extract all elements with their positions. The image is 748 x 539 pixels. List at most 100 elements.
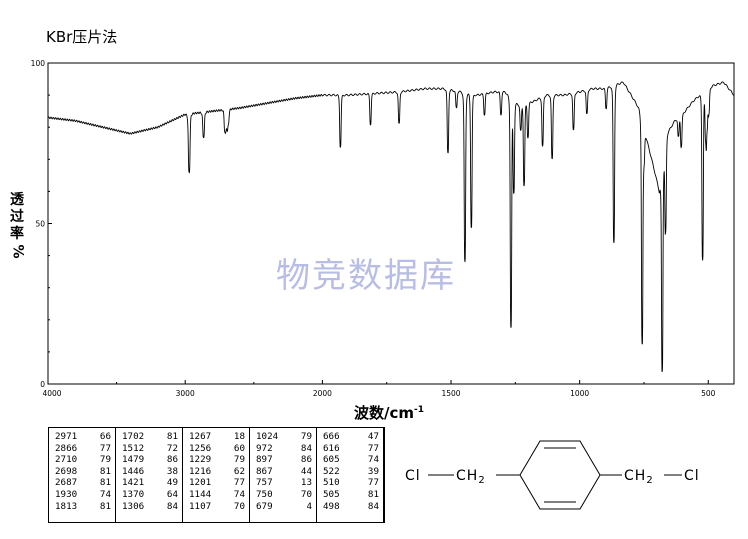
peak-transmittance: 49	[166, 477, 178, 489]
peak-wavenumber: 1702	[122, 431, 145, 442]
peak-wavenumber: 1512	[122, 442, 145, 454]
peak-transmittance: 86	[300, 454, 312, 466]
peak-transmittance: 38	[166, 465, 178, 477]
x-axis-label: 波数/cm-1	[354, 402, 424, 423]
y-tick-label: 0	[40, 380, 45, 389]
peak-column: 1024 79 972 84 897 86 867 44 757 13 750 70 679 4	[250, 428, 317, 522]
peak-row: 1201 77	[189, 477, 249, 489]
method-label: KBr压片法	[46, 28, 118, 46]
structure-right-cl: Cl	[684, 468, 700, 484]
peak-row: 1512 72	[122, 443, 182, 455]
peak-transmittance: 81	[166, 431, 178, 442]
y-axis-label-char: %	[9, 244, 26, 259]
peak-row: 2698 81	[55, 466, 115, 478]
x-tick-label: 1000	[570, 389, 589, 398]
benzene-ring	[519, 440, 601, 510]
y-axis-label-char: 透	[10, 192, 24, 208]
peak-transmittance: 18	[233, 431, 245, 442]
peak-wavenumber: 498	[323, 500, 340, 512]
peak-transmittance: 81	[99, 465, 111, 477]
peak-wavenumber: 897	[256, 454, 273, 466]
peak-transmittance: 13	[300, 477, 312, 489]
peak-wavenumber: 1370	[122, 488, 145, 500]
peak-row: 1024 79	[256, 431, 316, 443]
peak-transmittance: 62	[233, 465, 245, 477]
peak-transmittance: 66	[99, 431, 111, 442]
peak-row: 522 39	[323, 466, 383, 478]
peak-wavenumber: 2866	[55, 442, 78, 454]
peak-row: 616 77	[323, 443, 383, 455]
peak-wavenumber: 1421	[122, 477, 145, 489]
structure-right-ch2: CH2	[624, 468, 654, 486]
peak-wavenumber: 1256	[189, 442, 212, 454]
peak-row: 2971 66	[55, 431, 115, 443]
peak-wavenumber: 972	[256, 442, 273, 454]
peak-wavenumber: 867	[256, 465, 273, 477]
peak-transmittance: 44	[300, 465, 312, 477]
peak-transmittance: 84	[367, 500, 379, 512]
peak-row: 498 84	[323, 501, 383, 513]
ir-spectrum-chart: 4000 3000 2000 1500 1000 500 0 50 100	[31, 59, 735, 398]
peak-transmittance: 81	[99, 500, 111, 512]
x-tick-label: 3000	[176, 389, 195, 398]
peak-row: 1702 81	[122, 431, 182, 443]
y-axis-label: 透 过 率 %	[4, 192, 30, 260]
x-tick-label: 1500	[441, 389, 460, 398]
peak-transmittance: 74	[367, 454, 379, 466]
y-axis-label-char: 率	[10, 226, 24, 242]
peak-row: 750 70	[256, 489, 316, 501]
peak-transmittance: 39	[367, 465, 379, 477]
peak-transmittance: 84	[300, 442, 312, 454]
y-axis: 0 50 100	[31, 59, 52, 389]
peak-row: 510 77	[323, 477, 383, 489]
peak-row: 666 47	[323, 431, 383, 443]
x-tick-label: 4000	[42, 389, 61, 398]
peak-transmittance: 86	[166, 454, 178, 466]
y-tick-label: 100	[31, 59, 46, 68]
peak-transmittance: 4	[306, 500, 312, 512]
peak-row: 1267 18	[189, 431, 249, 443]
peak-row: 1479 86	[122, 454, 182, 466]
peak-wavenumber: 1107	[189, 500, 212, 512]
peak-row: 1229 79	[189, 454, 249, 466]
peak-wavenumber: 1229	[189, 454, 212, 466]
peak-transmittance: 79	[233, 454, 245, 466]
y-axis-label-char: 过	[10, 209, 24, 225]
peak-row: 505 81	[323, 489, 383, 501]
peak-wavenumber: 605	[323, 454, 340, 466]
peak-row: 679 4	[256, 501, 316, 513]
peak-row: 2710 79	[55, 454, 115, 466]
peak-transmittance: 70	[300, 488, 312, 500]
x-axis: 4000 3000 2000 1500 1000 500	[42, 380, 716, 398]
peak-transmittance: 60	[233, 442, 245, 454]
peak-row: 972 84	[256, 443, 316, 455]
peak-transmittance: 74	[99, 488, 111, 500]
peak-transmittance: 72	[166, 442, 178, 454]
plot-frame	[47, 62, 735, 385]
peak-wavenumber: 1930	[55, 488, 78, 500]
peak-transmittance: 84	[166, 500, 178, 512]
peak-wavenumber: 2710	[55, 454, 78, 466]
peak-row: 1306 84	[122, 501, 182, 513]
peak-row: 1421 49	[122, 477, 182, 489]
peak-wavenumber: 1201	[189, 477, 212, 489]
peak-transmittance: 77	[233, 477, 245, 489]
peak-transmittance: 47	[367, 431, 379, 442]
x-tick-label: 500	[701, 389, 716, 398]
peak-wavenumber: 505	[323, 488, 340, 500]
peak-wavenumber: 2698	[55, 465, 78, 477]
peak-transmittance: 70	[233, 500, 245, 512]
peak-row: 757 13	[256, 477, 316, 489]
peak-wavenumber: 1306	[122, 500, 145, 512]
peak-column: 1702 81 1512 72 1479 86 1446 38 1421 49 1370 64 1306…	[116, 428, 183, 522]
peak-row: 2687 81	[55, 477, 115, 489]
peak-column: 1267 18 1256 60 1229 79 1216 62 1201 77 1144 74 1107…	[183, 428, 250, 522]
peak-wavenumber: 679	[256, 500, 273, 512]
peak-table: 2971 66 2866 77 2710 79 2698 81 2687 81 1930 74 1813…	[48, 427, 385, 523]
structure-left-cl: Cl	[405, 468, 421, 484]
peak-wavenumber: 1024	[256, 431, 279, 442]
peak-row: 1930 74	[55, 489, 115, 501]
peak-wavenumber: 1479	[122, 454, 145, 466]
peak-wavenumber: 522	[323, 465, 340, 477]
peak-wavenumber: 1267	[189, 431, 212, 442]
